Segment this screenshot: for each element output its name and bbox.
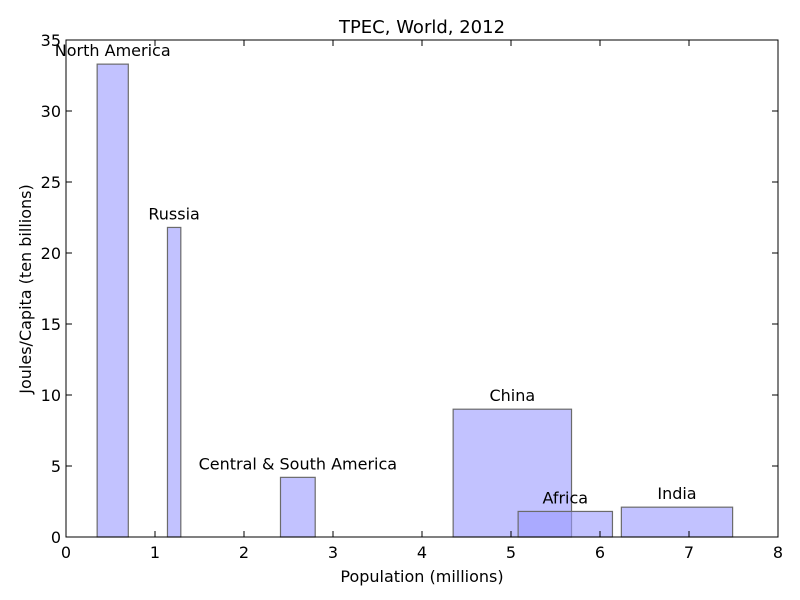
chart-title: TPEC, World, 2012 bbox=[338, 17, 505, 38]
ticks-layer: 0 1 2 3 4 5 6 7 8 0 5 10 15 20 25 30 35 bbox=[41, 31, 783, 562]
bar-label-0: North America bbox=[55, 41, 171, 60]
y-tick-label-3: 15 bbox=[41, 315, 61, 334]
bar-label-3: China bbox=[489, 386, 535, 405]
x-tick-label-6: 6 bbox=[595, 543, 605, 562]
bar-label-1: Russia bbox=[148, 204, 199, 223]
x-tick-label-7: 7 bbox=[684, 543, 694, 562]
y-tick-label-1: 5 bbox=[51, 457, 61, 476]
bars-layer bbox=[96, 63, 734, 538]
bar-label-4: Africa bbox=[542, 488, 588, 507]
plot-frame bbox=[65, 39, 779, 538]
x-tick-label-0: 0 bbox=[61, 543, 71, 562]
bar-5 bbox=[620, 506, 734, 538]
bar-0 bbox=[96, 63, 129, 538]
x-tick-label-5: 5 bbox=[506, 543, 516, 562]
bar-label-2: Central & South America bbox=[199, 454, 398, 473]
bar-labels-layer: North America Russia Central & South Ameri… bbox=[55, 41, 697, 507]
bar-2 bbox=[279, 476, 316, 538]
x-tick-label-4: 4 bbox=[417, 543, 427, 562]
x-tick-label-2: 2 bbox=[239, 543, 249, 562]
y-tick-label-2: 10 bbox=[41, 386, 61, 405]
y-tick-label-0: 0 bbox=[51, 528, 61, 547]
y-axis-label: Joules/Capita (ten billions) bbox=[16, 184, 35, 394]
x-tick-label-3: 3 bbox=[328, 543, 338, 562]
bar-1 bbox=[166, 226, 182, 538]
y-tick-label-6: 30 bbox=[41, 102, 61, 121]
bar-label-5: India bbox=[657, 484, 696, 503]
y-tick-label-7: 35 bbox=[41, 31, 61, 50]
bar-4 bbox=[517, 510, 614, 538]
y-tick-label-5: 25 bbox=[41, 173, 61, 192]
x-tick-label-1: 1 bbox=[150, 543, 160, 562]
y-tick-label-4: 20 bbox=[41, 244, 61, 263]
x-axis-label: Population (millions) bbox=[340, 567, 503, 586]
x-tick-label-8: 8 bbox=[773, 543, 783, 562]
